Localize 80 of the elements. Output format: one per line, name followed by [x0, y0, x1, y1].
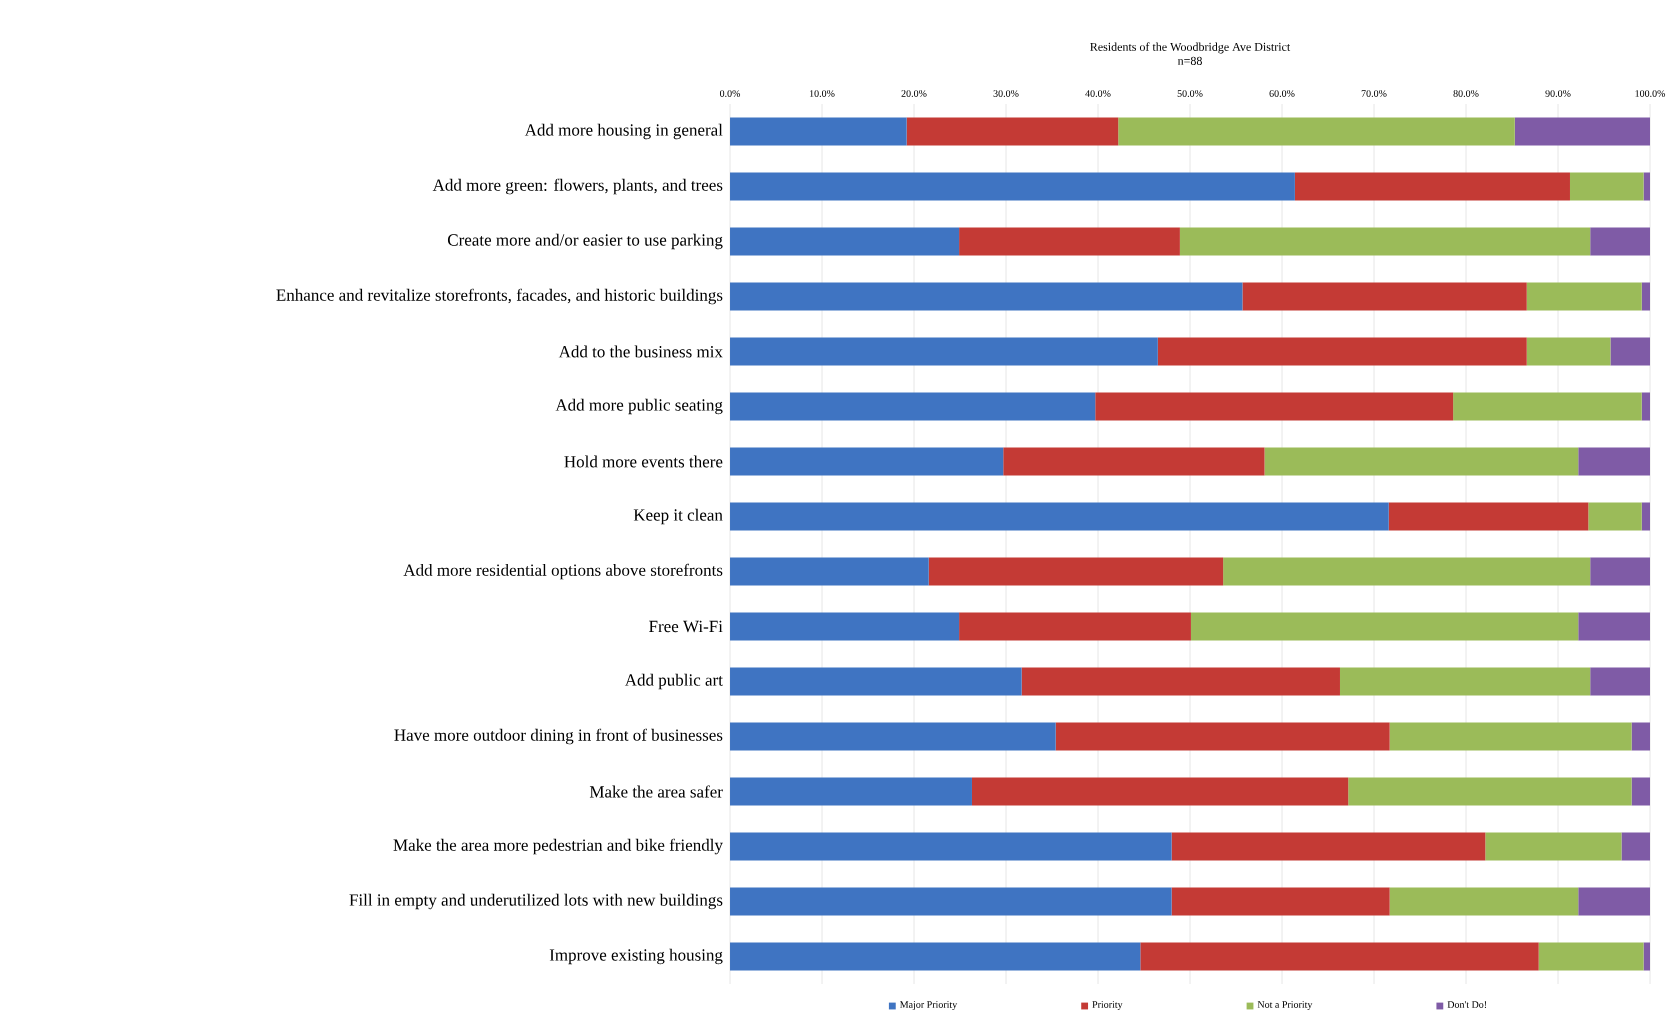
bar	[1631, 777, 1651, 806]
bar	[1641, 502, 1651, 531]
bar	[1294, 172, 1570, 201]
bar	[1578, 887, 1651, 916]
bar	[1242, 282, 1527, 311]
bar	[1157, 337, 1527, 366]
bar	[730, 447, 1004, 476]
bar	[1590, 557, 1651, 586]
bar	[730, 392, 1096, 421]
bar	[1140, 942, 1539, 971]
y-tick-label: Free Wi-Fi	[649, 620, 723, 633]
y-tick-label: Add public art	[624, 673, 723, 690]
bar	[1641, 392, 1651, 421]
y-tick-label: Add more residential options above storefronts	[403, 563, 723, 580]
bar	[1021, 667, 1340, 696]
bar	[1095, 392, 1454, 421]
y-tick-label: Add more green: flowers, plants, and trees	[432, 178, 723, 195]
bar	[1538, 942, 1644, 971]
bar	[1348, 777, 1632, 806]
bar	[1578, 612, 1651, 641]
bar	[971, 777, 1349, 806]
bar	[1590, 667, 1651, 696]
bar	[730, 612, 960, 641]
y-tick-label: Make the area more pedestrian and bike friendly	[393, 838, 723, 855]
bar	[959, 227, 1180, 256]
bar	[1003, 447, 1265, 476]
bar	[1588, 502, 1642, 531]
y-tick-label: Add to the business mix	[558, 345, 723, 358]
bar	[1118, 117, 1515, 146]
bar	[1179, 227, 1591, 256]
bar	[1569, 172, 1644, 201]
y-tick-label: Have more outdoor dining in front of businesses	[394, 728, 723, 745]
y-tick-label: Add more housing in general	[524, 123, 723, 140]
bar	[730, 942, 1141, 971]
bar	[1641, 282, 1651, 311]
bar	[730, 172, 1295, 201]
y-tick-label: Add more public seating	[555, 398, 723, 415]
bar	[1171, 887, 1390, 916]
bar	[730, 557, 929, 586]
bar	[1223, 557, 1591, 586]
bar	[1643, 172, 1651, 201]
bar	[1389, 887, 1579, 916]
bar	[1631, 722, 1651, 751]
bar	[730, 667, 1022, 696]
y-tick-label: Enhance and revitalize storefronts, facades, and historic buildings	[276, 288, 723, 305]
bar	[730, 282, 1243, 311]
bar	[906, 117, 1119, 146]
bar	[1578, 447, 1651, 476]
bar	[1339, 667, 1591, 696]
bar	[730, 227, 960, 256]
y-tick-label: Keep it clean	[633, 508, 723, 525]
bar	[1388, 502, 1589, 531]
bar	[1055, 722, 1390, 751]
bar	[730, 832, 1172, 861]
bar	[1514, 117, 1651, 146]
y-tick-label: Make the area safer	[589, 785, 723, 798]
y-tick-label: Hold more events there	[564, 455, 723, 468]
y-tick-label: Create more and/or easier to use parking	[447, 233, 723, 250]
bar	[1526, 282, 1642, 311]
bar	[1643, 942, 1651, 971]
bar	[1453, 392, 1642, 421]
y-tick-label: Fill in empty and underutilized lots with new buildings	[349, 893, 723, 910]
bar	[730, 887, 1172, 916]
bar	[1610, 337, 1651, 366]
bar	[730, 722, 1056, 751]
bar	[730, 337, 1158, 366]
y-tick-label: Improve existing housing	[549, 948, 723, 965]
bar	[1190, 612, 1579, 641]
bar	[1621, 832, 1651, 861]
bar	[1171, 832, 1486, 861]
bar	[928, 557, 1224, 586]
bar	[1526, 337, 1611, 366]
bar	[730, 117, 907, 146]
bar	[730, 502, 1389, 531]
bar	[730, 777, 972, 806]
bar	[1590, 227, 1651, 256]
bar	[1264, 447, 1579, 476]
bar	[1485, 832, 1622, 861]
bar	[1389, 722, 1632, 751]
bar	[959, 612, 1191, 641]
